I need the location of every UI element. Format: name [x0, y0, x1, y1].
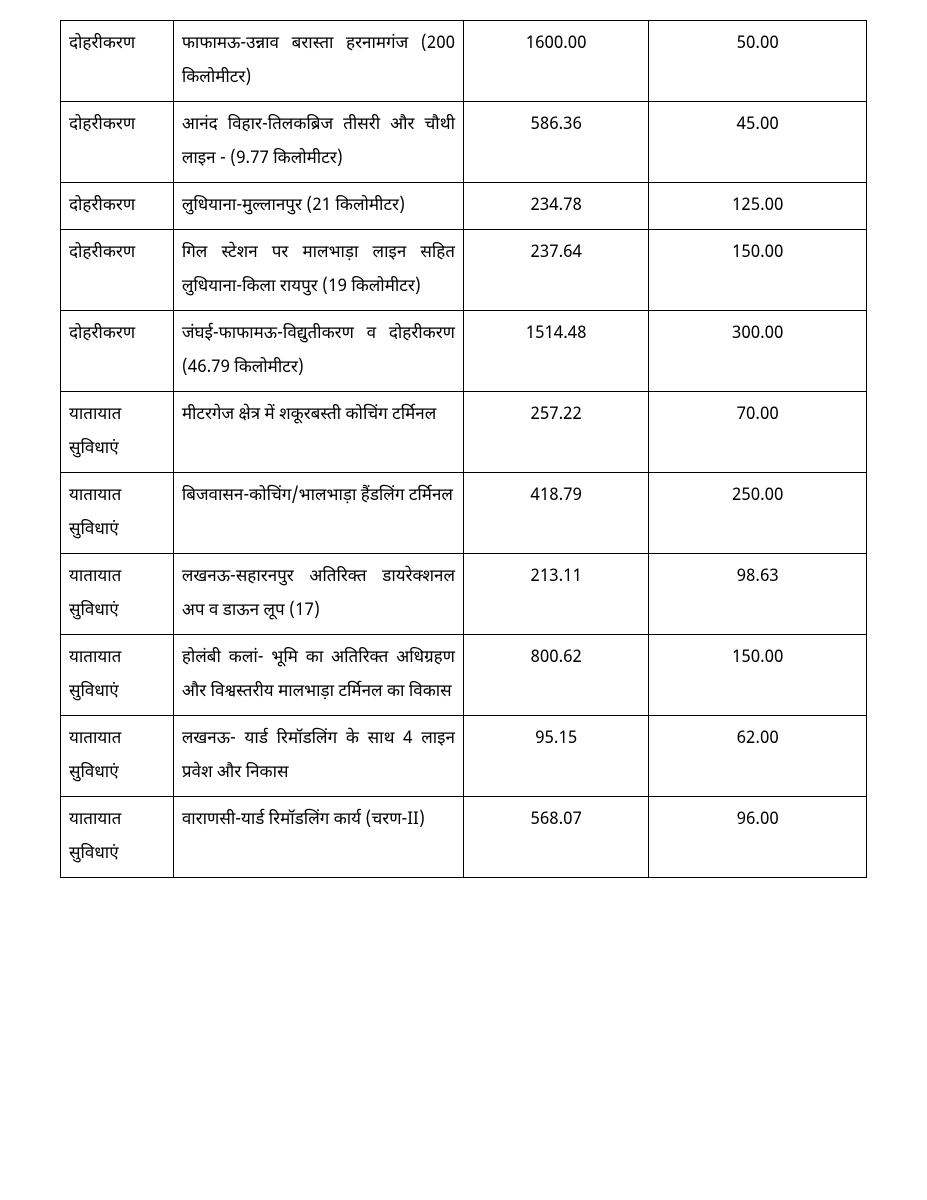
table-row: दोहरीकरणजंघई-फाफामऊ-विद्युतीकरण व दोहरीक…: [61, 311, 867, 392]
description-cell: मीटरगेज क्षेत्र में शकूरबस्ती कोचिंग टर्…: [173, 392, 463, 473]
description-cell: जंघई-फाफामऊ-विद्युतीकरण व दोहरीकरण (46.7…: [173, 311, 463, 392]
value2-cell: 45.00: [649, 102, 867, 183]
category-cell: दोहरीकरण: [61, 230, 174, 311]
description-cell: लखनऊ-सहारनपुर अतिरिक्त डायरेक्शनल अप व ड…: [173, 554, 463, 635]
category-cell: यातायात सुविधाएं: [61, 716, 174, 797]
value1-cell: 1514.48: [463, 311, 648, 392]
value2-cell: 250.00: [649, 473, 867, 554]
category-cell: यातायात सुविधाएं: [61, 473, 174, 554]
category-cell: दोहरीकरण: [61, 183, 174, 230]
description-cell: फाफामऊ-उन्नाव बरास्ता हरनामगंज (200 किलो…: [173, 21, 463, 102]
value1-cell: 237.64: [463, 230, 648, 311]
value1-cell: 257.22: [463, 392, 648, 473]
value2-cell: 150.00: [649, 230, 867, 311]
value1-cell: 418.79: [463, 473, 648, 554]
category-cell: दोहरीकरण: [61, 102, 174, 183]
value1-cell: 1600.00: [463, 21, 648, 102]
description-cell: बिजवासन-कोचिंग/भालभाड़ा हैंडलिंग टर्मिनल: [173, 473, 463, 554]
value1-cell: 95.15: [463, 716, 648, 797]
value2-cell: 125.00: [649, 183, 867, 230]
table-row: यातायात सुविधाएंलखनऊ- यार्ड रिमॉडलिंग के…: [61, 716, 867, 797]
description-cell: आनंद विहार-तिलकब्रिज तीसरी और चौथी लाइन …: [173, 102, 463, 183]
category-cell: यातायात सुविधाएं: [61, 635, 174, 716]
category-cell: यातायात सुविधाएं: [61, 554, 174, 635]
projects-table: दोहरीकरणफाफामऊ-उन्नाव बरास्ता हरनामगंज (…: [60, 20, 867, 878]
table-row: यातायात सुविधाएंमीटरगेज क्षेत्र में शकूर…: [61, 392, 867, 473]
value1-cell: 568.07: [463, 797, 648, 878]
description-cell: लुधियाना-मुल्लानपुर (21 किलोमीटर): [173, 183, 463, 230]
value2-cell: 50.00: [649, 21, 867, 102]
value1-cell: 800.62: [463, 635, 648, 716]
description-cell: होलंबी कलां- भूमि का अतिरिक्त अधिग्रहण औ…: [173, 635, 463, 716]
table-body: दोहरीकरणफाफामऊ-उन्नाव बरास्ता हरनामगंज (…: [61, 21, 867, 878]
description-cell: वाराणसी-यार्ड रिमॉडलिंग कार्य (चरण-II): [173, 797, 463, 878]
value1-cell: 234.78: [463, 183, 648, 230]
description-cell: लखनऊ- यार्ड रिमॉडलिंग के साथ 4 लाइन प्रव…: [173, 716, 463, 797]
table-row: यातायात सुविधाएंवाराणसी-यार्ड रिमॉडलिंग …: [61, 797, 867, 878]
table-row: दोहरीकरणलुधियाना-मुल्लानपुर (21 किलोमीटर…: [61, 183, 867, 230]
table-row: यातायात सुविधाएंहोलंबी कलां- भूमि का अति…: [61, 635, 867, 716]
value2-cell: 62.00: [649, 716, 867, 797]
value2-cell: 96.00: [649, 797, 867, 878]
value1-cell: 586.36: [463, 102, 648, 183]
category-cell: दोहरीकरण: [61, 311, 174, 392]
category-cell: यातायात सुविधाएं: [61, 392, 174, 473]
value2-cell: 98.63: [649, 554, 867, 635]
table-row: यातायात सुविधाएंलखनऊ-सहारनपुर अतिरिक्त ड…: [61, 554, 867, 635]
category-cell: दोहरीकरण: [61, 21, 174, 102]
description-cell: गिल स्टेशन पर मालभाड़ा लाइन सहित लुधियान…: [173, 230, 463, 311]
table-row: दोहरीकरणफाफामऊ-उन्नाव बरास्ता हरनामगंज (…: [61, 21, 867, 102]
table-row: यातायात सुविधाएंबिजवासन-कोचिंग/भालभाड़ा …: [61, 473, 867, 554]
table-row: दोहरीकरणगिल स्टेशन पर मालभाड़ा लाइन सहित…: [61, 230, 867, 311]
value2-cell: 70.00: [649, 392, 867, 473]
category-cell: यातायात सुविधाएं: [61, 797, 174, 878]
value1-cell: 213.11: [463, 554, 648, 635]
table-row: दोहरीकरणआनंद विहार-तिलकब्रिज तीसरी और चौ…: [61, 102, 867, 183]
value2-cell: 150.00: [649, 635, 867, 716]
value2-cell: 300.00: [649, 311, 867, 392]
